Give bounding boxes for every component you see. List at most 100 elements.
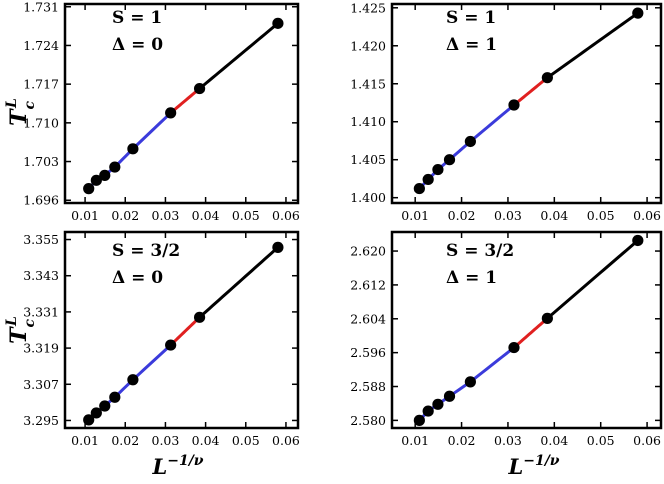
data-point	[464, 376, 476, 388]
y-tick-label: 1.405	[350, 152, 386, 167]
plot-frame	[390, 230, 663, 430]
chart-panel-4: 0.01 0.02 0.03 0.04 0.05 0.06 2.580 2.588 2.596 2…	[350, 230, 663, 448]
y-tick-label: 2.596	[350, 345, 386, 360]
data-point	[99, 169, 111, 181]
panel-annotation: Δ = 0	[112, 35, 163, 55]
y-tick-label: 2.588	[350, 379, 386, 394]
y-tick-label: 1.717	[23, 77, 59, 92]
fit-line-black	[198, 21, 280, 91]
x-axis-symbol: L	[507, 454, 523, 479]
data-point	[83, 414, 95, 426]
data-point	[432, 163, 444, 176]
x-tick-label: 0.04	[540, 208, 568, 223]
data-point	[109, 391, 121, 403]
data-point	[422, 173, 434, 186]
x-tick-label: 0.05	[232, 208, 260, 223]
data-point	[193, 311, 206, 323]
fit-line-red	[169, 315, 202, 347]
data-point	[272, 241, 284, 253]
y-tick-label: 3.355	[23, 232, 59, 247]
data-point	[508, 99, 520, 111]
y-tick-label: 1.703	[23, 154, 59, 169]
x-tick-label: 0.01	[401, 433, 429, 448]
y-tick-label: 3.331	[23, 304, 59, 319]
x-tick-label: 0.03	[152, 208, 180, 223]
fit-line-black	[545, 11, 640, 80]
data-point	[127, 374, 139, 386]
y-tick-label: 2.620	[350, 244, 386, 259]
x-tick-label: 0.06	[633, 433, 661, 448]
x-tick-label: 0.01	[71, 208, 99, 223]
data-point	[99, 400, 111, 412]
y-axis-superscript: L	[4, 316, 20, 327]
fit-line-red	[512, 76, 549, 107]
y-tick-label: 3.295	[23, 413, 59, 428]
x-axis-superscript: −1/ν	[167, 453, 204, 469]
y-axis-title-top: TcL	[4, 98, 38, 126]
panel-annotation: Δ = 1	[446, 268, 497, 288]
x-tick-label: 0.05	[587, 208, 615, 223]
x-tick-label: 0.02	[111, 433, 139, 448]
plot-frame	[63, 2, 300, 205]
y-axis-symbol: T	[6, 326, 32, 344]
panel-annotation: Δ = 0	[112, 268, 163, 288]
x-axis-title-left: L−1/ν	[151, 453, 203, 479]
x-tick-label: 0.04	[192, 208, 220, 223]
data-point	[432, 398, 444, 410]
x-axis-superscript: −1/ν	[523, 453, 560, 469]
data-point	[422, 405, 434, 417]
data-point	[90, 174, 102, 186]
data-point	[443, 390, 456, 402]
y-tick-label: 2.580	[350, 413, 386, 428]
y-tick-label: 1.400	[350, 190, 386, 205]
plot-frame	[390, 2, 663, 205]
y-axis-superscript: L	[4, 98, 20, 109]
x-tick-label: 0.03	[494, 433, 522, 448]
y-tick-label: 1.420	[350, 38, 386, 53]
x-tick-label: 0.03	[152, 433, 180, 448]
x-tick-label: 0.02	[111, 208, 139, 223]
x-tick-label: 0.06	[272, 433, 300, 448]
data-point	[90, 407, 102, 419]
data-point	[165, 339, 177, 351]
data-point	[83, 183, 95, 195]
chart-panel-2: 0.01 0.02 0.03 0.04 0.05 0.06 1.400 1.405 1.410 1…	[350, 0, 663, 223]
fit-line-red	[169, 87, 202, 115]
x-tick-label: 0.03	[494, 208, 522, 223]
x-tick-label: 0.05	[232, 433, 260, 448]
y-tick-label: 2.604	[350, 311, 386, 326]
data-point	[541, 72, 553, 84]
y-tick-label: 3.307	[23, 377, 59, 392]
panel-annotation: Δ = 1	[446, 35, 497, 55]
data-point	[127, 143, 139, 155]
data-point	[413, 182, 425, 195]
data-point	[632, 234, 644, 247]
data-point	[413, 414, 425, 426]
y-axis-symbol: T	[6, 108, 32, 126]
data-point	[193, 82, 206, 95]
y-axis-title-bottom: TcL	[4, 316, 38, 344]
panel-annotation: S = 3/2	[446, 241, 514, 261]
x-tick-label: 0.02	[448, 433, 476, 448]
y-tick-label: 1.415	[350, 76, 386, 91]
x-axis-symbol: L	[151, 454, 167, 479]
chart-panel-1: 0.01 0.02 0.03 0.04 0.05 0.06 1.696 1.703 1.710 1…	[23, 0, 300, 223]
x-tick-label: 0.01	[71, 433, 99, 448]
fit-line-blue	[417, 103, 516, 191]
x-tick-label: 0.04	[192, 433, 220, 448]
panel-annotation: S = 1	[112, 8, 162, 28]
data-point	[632, 7, 644, 19]
y-tick-label: 1.710	[23, 115, 59, 130]
x-tick-label: 0.06	[272, 208, 300, 223]
chart-panel-3: 0.01 0.02 0.03 0.04 0.05 0.06 3.295 3.307 3.319 3…	[23, 230, 300, 448]
x-axis-title-right: L−1/ν	[507, 453, 559, 479]
fit-line-black	[198, 245, 280, 319]
panel-annotation: S = 3/2	[112, 241, 180, 261]
x-tick-label: 0.06	[633, 208, 661, 223]
x-tick-label: 0.04	[540, 433, 568, 448]
data-point	[272, 17, 284, 29]
x-tick-label: 0.02	[448, 208, 476, 223]
y-tick-label: 2.612	[350, 277, 386, 292]
y-tick-label: 3.319	[23, 341, 59, 356]
